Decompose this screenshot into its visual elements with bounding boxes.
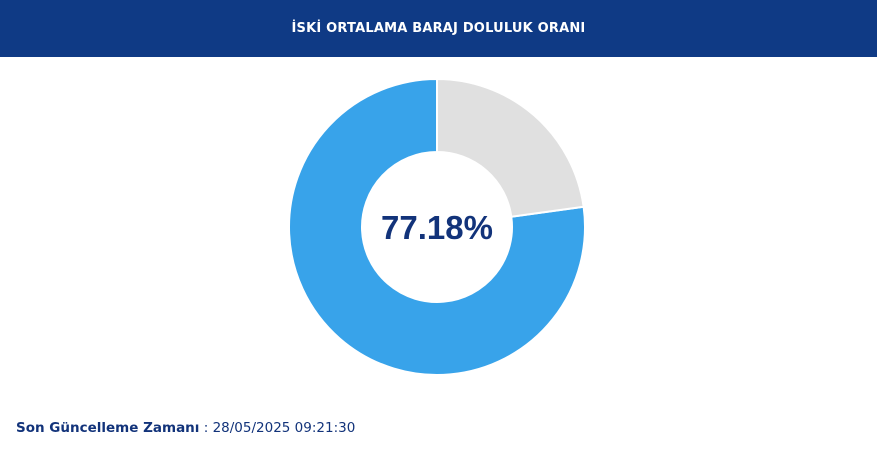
center-percentage-label: 77.18% bbox=[381, 209, 493, 246]
slice-empty bbox=[436, 77, 585, 218]
chart-title: İSKİ ORTALAMA BARAJ DOLULUK ORANI bbox=[291, 21, 586, 36]
last-update-separator: : bbox=[199, 420, 213, 436]
chart-header: İSKİ ORTALAMA BARAJ DOLULUK ORANI bbox=[0, 0, 877, 57]
last-update-timestamp: 28/05/2025 09:21:30 bbox=[212, 420, 356, 436]
last-update-label: Son Güncelleme Zamanı bbox=[16, 420, 200, 436]
last-update: Son Güncelleme Zamanı : 28/05/2025 09:21… bbox=[16, 420, 355, 436]
slice-filled bbox=[288, 77, 586, 376]
